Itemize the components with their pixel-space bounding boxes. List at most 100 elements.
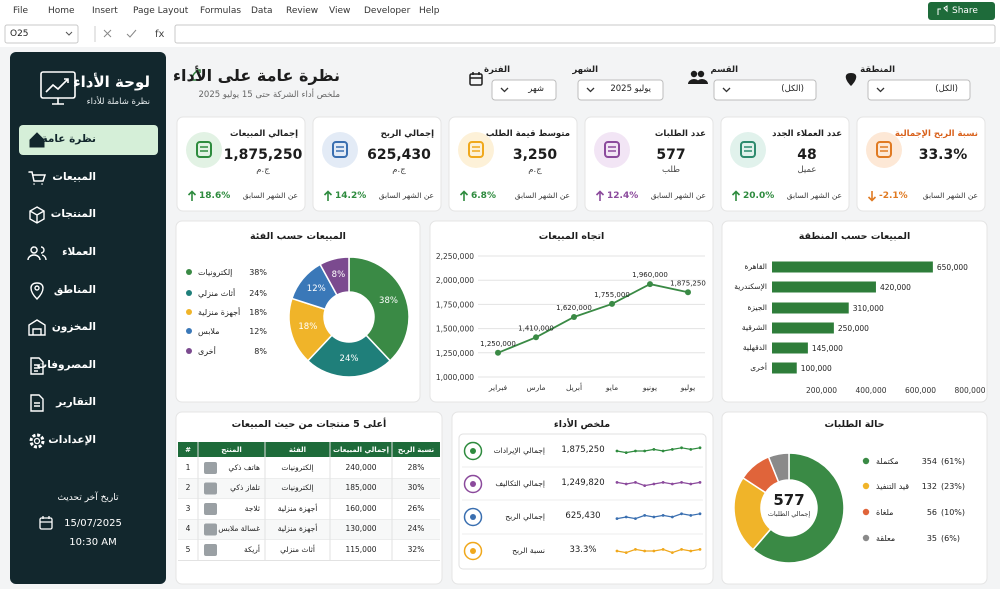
line-point: [495, 349, 501, 356]
summary-label: نسبة الربح: [512, 545, 545, 555]
line-point: [571, 313, 577, 320]
kpi-change: -2.1%: [879, 191, 908, 201]
sparkline-point: [698, 481, 702, 484]
page-title: نظرة عامة على الأداء: [172, 65, 340, 85]
line-point: [685, 289, 691, 296]
ribbon-tab[interactable]: Page Layout: [133, 6, 189, 16]
bar: [772, 362, 797, 374]
sparkline-point: [652, 482, 656, 486]
filter-value[interactable]: يوليو 2025: [610, 84, 651, 95]
menu-item[interactable]: العملاء: [62, 246, 96, 259]
table-cell-product: هاتف ذكي: [228, 462, 260, 472]
sidebar-title: لوحة الأداء: [73, 73, 150, 91]
sparkline-point: [680, 512, 683, 516]
sparkline-point: [634, 449, 637, 453]
chart-title: اتجاه المبيعات: [538, 230, 605, 242]
y-tick-label: 1,500,000: [436, 325, 474, 334]
sparkline-point: [615, 549, 619, 553]
legend-percent: (23%): [941, 481, 966, 491]
legend-dot: [186, 309, 192, 315]
enter-icon[interactable]: [126, 29, 137, 38]
sparkline-point: [680, 548, 683, 551]
cancel-icon[interactable]: [103, 29, 112, 38]
filter-value[interactable]: (الكل): [781, 84, 804, 95]
kpi-title: إجمالي المبيعات: [230, 129, 298, 140]
menu-item[interactable]: الإعدادات: [48, 434, 96, 447]
y-tick-label: 2,000,000: [436, 276, 474, 285]
product-icon: [204, 544, 217, 556]
menu-item[interactable]: نظرة عامة: [41, 133, 96, 146]
menu-item[interactable]: المبيعات: [52, 171, 96, 184]
ribbon-bar: [0, 0, 1000, 22]
filter-dropdown[interactable]: [577, 79, 664, 101]
ribbon-tab[interactable]: Insert: [92, 6, 118, 16]
kpi-value: 33.3%: [918, 146, 968, 163]
menu-item[interactable]: المنتجات: [50, 208, 96, 221]
ribbon-tab[interactable]: Formulas: [200, 6, 242, 16]
calendar-icon-top: [40, 516, 52, 523]
kpi-change: 14.2%: [335, 191, 367, 201]
kpi-change: 6.8%: [471, 191, 496, 201]
ribbon-tab[interactable]: Home: [48, 6, 75, 16]
bar-label: 420,000: [880, 283, 911, 292]
menu-item[interactable]: المخزون: [51, 321, 96, 334]
menu-item[interactable]: المصروفات: [36, 359, 96, 372]
kpi-trend-arrow: [731, 190, 741, 201]
name-box[interactable]: [4, 24, 79, 44]
table-row: [178, 519, 440, 540]
slice-label: 18%: [298, 321, 318, 332]
legend-value: 18%: [249, 307, 267, 317]
menu-item[interactable]: التقارير: [56, 396, 96, 409]
table-header-bg: [178, 442, 440, 457]
kpi-trend-arrow: [459, 190, 469, 201]
filter-label: المنطقة: [860, 65, 895, 76]
sparkline-point: [652, 448, 656, 451]
table-cell-category: أثاث منزلي: [280, 544, 315, 554]
menu-item[interactable]: المناطق: [53, 284, 96, 297]
kpi-icon-detail: [880, 146, 888, 152]
bar: [772, 302, 849, 314]
pin-icon: [30, 282, 44, 300]
line-point: [609, 300, 615, 307]
x-tick-label: مارس: [526, 382, 546, 392]
filter-dropdown[interactable]: [491, 79, 557, 101]
kpi-value: 625,430: [367, 146, 431, 163]
sparkline-point: [634, 517, 637, 520]
bar-label: 650,000: [937, 263, 968, 272]
kpi-trend-arrow: [187, 190, 197, 201]
ribbon-tab[interactable]: View: [329, 6, 351, 16]
ribbon-tab[interactable]: Help: [419, 6, 440, 16]
ribbon-tab[interactable]: Review: [286, 6, 319, 16]
dropdown-chevron: [722, 87, 731, 93]
menu-active-bg[interactable]: [19, 125, 158, 155]
sparkline-point: [643, 549, 647, 553]
kpi-icon: [196, 141, 212, 158]
kpi-value: 577: [656, 146, 686, 163]
filter-dropdown[interactable]: [867, 79, 971, 101]
category-label: القاهرة: [744, 261, 767, 271]
ribbon-tab[interactable]: Developer: [364, 6, 411, 16]
summary-title: ملخص الأداء: [553, 418, 611, 430]
y-tick-label: 2,250,000: [436, 252, 474, 261]
filter-icon: [697, 70, 705, 78]
formula-input[interactable]: [174, 24, 996, 44]
fx-label: fx: [155, 28, 165, 40]
table-cell-category: أجهزة منزلية: [277, 524, 318, 534]
summary-box: [458, 433, 707, 570]
filter-dropdown[interactable]: [713, 79, 817, 101]
share-button[interactable]: [928, 2, 995, 20]
dropdown-chevron: [586, 87, 595, 93]
ribbon-tab[interactable]: File: [13, 6, 29, 16]
sparkline-point: [615, 517, 619, 520]
point-label: 1,250,000: [480, 340, 516, 348]
product-icon: [204, 462, 217, 474]
kpi-icon-bg: [186, 132, 222, 168]
sparkline-point: [661, 514, 665, 517]
share-label[interactable]: Share: [952, 6, 978, 16]
update-label: تاريخ آخر تحديث: [57, 493, 119, 503]
product-icon: [204, 482, 217, 495]
filter-value[interactable]: (الكل): [935, 84, 958, 95]
filter-value[interactable]: شهر: [528, 84, 544, 95]
ribbon-tab[interactable]: Data: [251, 6, 273, 16]
